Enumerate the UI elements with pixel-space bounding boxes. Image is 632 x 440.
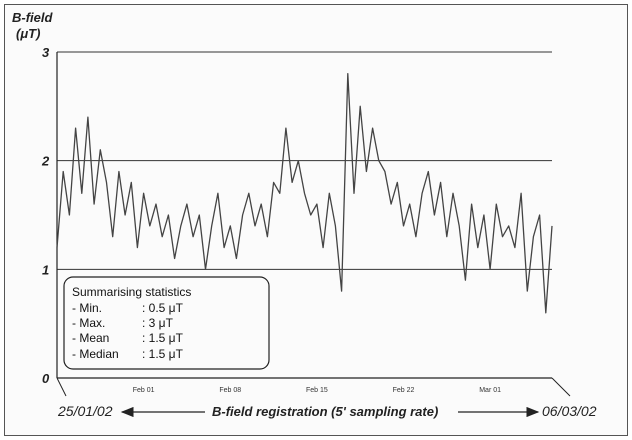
y-axis-title-line1: B-field [12, 10, 54, 25]
stats-median-value: : 1.5 μT [142, 347, 184, 361]
stats-max-label: - Max. [72, 316, 105, 330]
stats-max-value: : 3 μT [142, 316, 174, 330]
stats-box: Summarising statistics - Min. : 0.5 μT -… [63, 276, 270, 370]
stats-min-label: - Min. [72, 301, 102, 315]
stats-title: Summarising statistics [72, 285, 191, 299]
start-date-label: 25/01/02 [57, 403, 113, 419]
x-axis-title: B-field registration (5' sampling rate) [212, 404, 438, 419]
y-tick-label: 1 [42, 262, 49, 277]
stats-mean-label: - Mean [72, 331, 109, 345]
y-tick-label: 3 [42, 45, 50, 60]
stats-mean-value: : 1.5 μT [142, 331, 184, 345]
x-tick-label: Feb 01 [133, 387, 155, 394]
x-tick-label: Feb 08 [219, 387, 241, 394]
b-field-series-line [56, 73, 553, 314]
x-tick-label: Feb 22 [393, 387, 415, 394]
end-marker-line [551, 377, 571, 397]
x-tick-label: Feb 15 [306, 387, 328, 394]
y-tick-labels: 0 1 2 3 [41, 45, 50, 386]
x-tick-label: Mar 01 [479, 387, 501, 394]
end-date-label: 06/03/02 [542, 403, 597, 419]
stats-min-value: : 0.5 μT [142, 301, 184, 315]
start-marker-line [56, 377, 67, 397]
y-axis-title-line2: (μT) [16, 26, 40, 41]
y-tick-label: 2 [41, 154, 50, 169]
gridlines [57, 51, 552, 270]
x-tick-labels: Feb 01 Feb 08 Feb 15 Feb 22 Mar 01 [133, 387, 501, 394]
stats-median-label: - Median [72, 347, 119, 361]
y-tick-label: 0 [42, 371, 50, 386]
